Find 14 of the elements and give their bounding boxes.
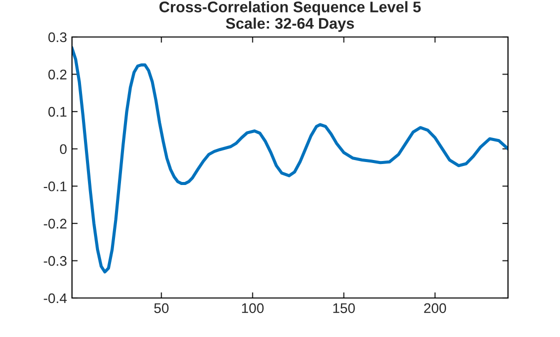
x-tick-label: 50	[154, 303, 169, 314]
x-tick-label: 100	[242, 303, 264, 314]
x-tick-label: 150	[333, 303, 355, 314]
y-tick-label: -0.3	[44, 256, 67, 266]
y-tick-label: 0.2	[48, 70, 66, 80]
x-tick-label: 200	[424, 303, 446, 314]
y-tick-label: -0.1	[44, 181, 66, 192]
y-tick-label: 0	[60, 144, 67, 154]
y-tick-label: -0.4	[44, 293, 67, 304]
y-tick-label: -0.2	[44, 218, 66, 229]
chart-title: Cross-Correlation Sequence Level 5 Scale: 32-64 Days	[159, 1, 421, 32]
y-tick-label: 0.1	[48, 106, 66, 117]
line-series	[72, 46, 508, 274]
y-tick-label: 0.3	[48, 32, 67, 42]
